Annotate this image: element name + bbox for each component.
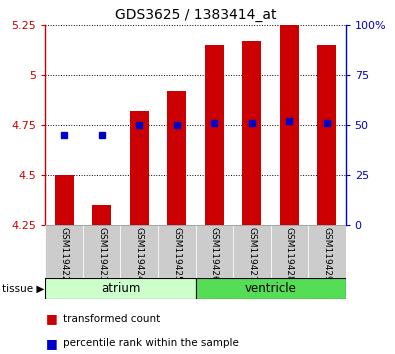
Text: GSM119429: GSM119429 bbox=[322, 227, 331, 282]
Text: GSM119427: GSM119427 bbox=[247, 227, 256, 282]
Bar bbox=[130, 111, 149, 225]
Bar bbox=[55, 175, 73, 225]
Text: transformed count: transformed count bbox=[63, 314, 160, 324]
FancyBboxPatch shape bbox=[233, 225, 271, 278]
Text: percentile rank within the sample: percentile rank within the sample bbox=[63, 338, 239, 348]
Bar bbox=[243, 41, 261, 225]
Bar bbox=[196, 278, 346, 299]
FancyBboxPatch shape bbox=[83, 225, 120, 278]
Title: GDS3625 / 1383414_at: GDS3625 / 1383414_at bbox=[115, 8, 276, 22]
FancyBboxPatch shape bbox=[158, 225, 196, 278]
Bar bbox=[205, 45, 224, 225]
FancyBboxPatch shape bbox=[120, 225, 158, 278]
Text: atrium: atrium bbox=[101, 282, 140, 295]
Text: GSM119428: GSM119428 bbox=[285, 227, 294, 282]
Text: GSM119425: GSM119425 bbox=[172, 227, 181, 282]
Text: GSM119423: GSM119423 bbox=[97, 227, 106, 282]
Text: ■: ■ bbox=[45, 337, 57, 350]
Text: tissue ▶: tissue ▶ bbox=[2, 284, 44, 294]
FancyBboxPatch shape bbox=[196, 225, 233, 278]
Text: GSM119426: GSM119426 bbox=[210, 227, 219, 282]
Bar bbox=[45, 278, 196, 299]
FancyBboxPatch shape bbox=[271, 225, 308, 278]
Bar bbox=[167, 91, 186, 225]
FancyBboxPatch shape bbox=[308, 225, 346, 278]
Bar bbox=[280, 25, 299, 225]
FancyBboxPatch shape bbox=[45, 225, 83, 278]
Text: GSM119422: GSM119422 bbox=[60, 227, 69, 282]
Bar bbox=[318, 45, 336, 225]
Text: ventricle: ventricle bbox=[245, 282, 297, 295]
Text: ■: ■ bbox=[45, 312, 57, 325]
Text: GSM119424: GSM119424 bbox=[135, 227, 144, 282]
Bar bbox=[92, 205, 111, 225]
